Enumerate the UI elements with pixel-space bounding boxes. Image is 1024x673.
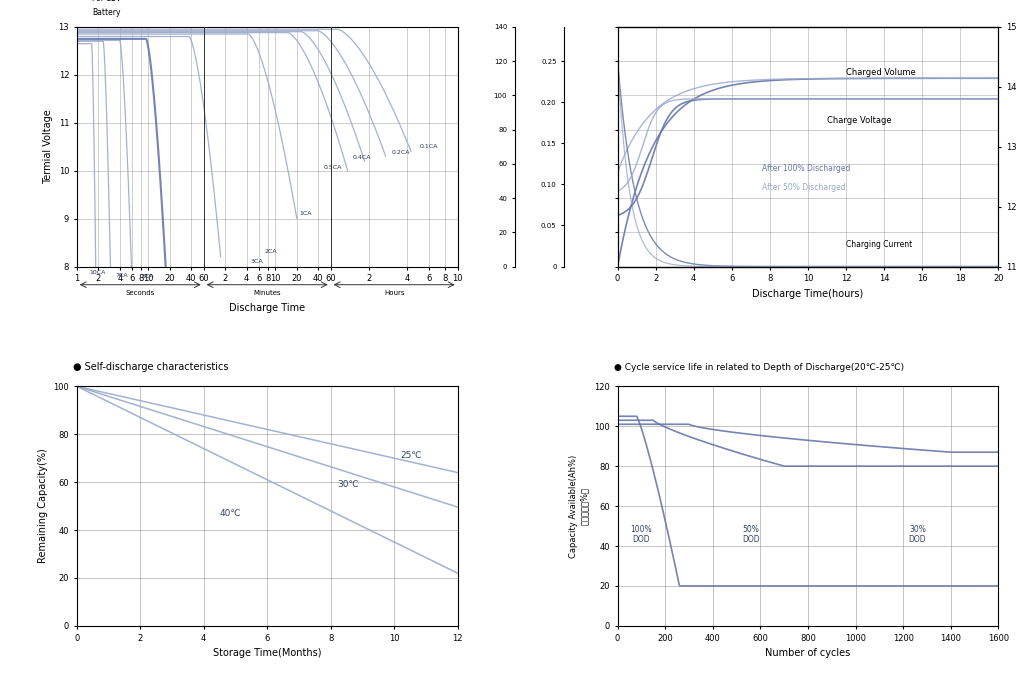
Text: Seconds: Seconds: [126, 289, 155, 295]
Text: Charge Voltage: Charge Voltage: [827, 116, 892, 125]
Text: 50%
DOD: 50% DOD: [742, 525, 760, 544]
Text: 10CA: 10CA: [89, 270, 105, 275]
Text: 0.5CA: 0.5CA: [324, 165, 342, 170]
X-axis label: Number of cycles: Number of cycles: [765, 648, 851, 658]
Text: 30%
DOD: 30% DOD: [908, 525, 927, 544]
Text: 1CA: 1CA: [300, 211, 312, 216]
Text: 5CA: 5CA: [141, 275, 154, 279]
Text: 0.4CA: 0.4CA: [353, 155, 372, 160]
Text: Hours: Hours: [384, 289, 404, 295]
Y-axis label: Termial Voltage: Termial Voltage: [43, 109, 53, 184]
Text: 0.2CA: 0.2CA: [391, 150, 410, 155]
Text: 0.1CA: 0.1CA: [420, 144, 438, 149]
X-axis label: Discharge Time: Discharge Time: [229, 303, 305, 312]
X-axis label: Storage Time(Months): Storage Time(Months): [213, 648, 322, 658]
Text: After 50% Discharged: After 50% Discharged: [762, 183, 846, 192]
Y-axis label: Capacity Available(Ah%)
放电深度（%）: Capacity Available(Ah%) 放电深度（%）: [569, 454, 589, 558]
Text: 40℃: 40℃: [219, 509, 241, 518]
Text: 25℃: 25℃: [400, 451, 422, 460]
Text: 7CA: 7CA: [116, 273, 128, 277]
Text: After 100% Discharged: After 100% Discharged: [762, 164, 851, 173]
Text: Battery: Battery: [92, 8, 121, 17]
X-axis label: Discharge Time(hours): Discharge Time(hours): [753, 289, 863, 299]
Text: ● Self-discharge characteristics: ● Self-discharge characteristics: [73, 362, 228, 372]
Text: Charged Volume: Charged Volume: [846, 68, 915, 77]
Text: 3CA: 3CA: [251, 258, 263, 264]
Text: Minutes: Minutes: [253, 289, 281, 295]
Text: For 12V: For 12V: [92, 0, 121, 3]
Text: ● Cycle service life in related to Depth of Discharge(20℃-25℃): ● Cycle service life in related to Depth…: [613, 363, 904, 372]
Text: Charging Current: Charging Current: [846, 240, 912, 249]
Y-axis label: Remaining Capacity(%): Remaining Capacity(%): [38, 449, 48, 563]
Text: 100%
DOD: 100% DOD: [631, 525, 652, 544]
Text: 2CA: 2CA: [264, 248, 276, 254]
Text: 30℃: 30℃: [337, 480, 358, 489]
